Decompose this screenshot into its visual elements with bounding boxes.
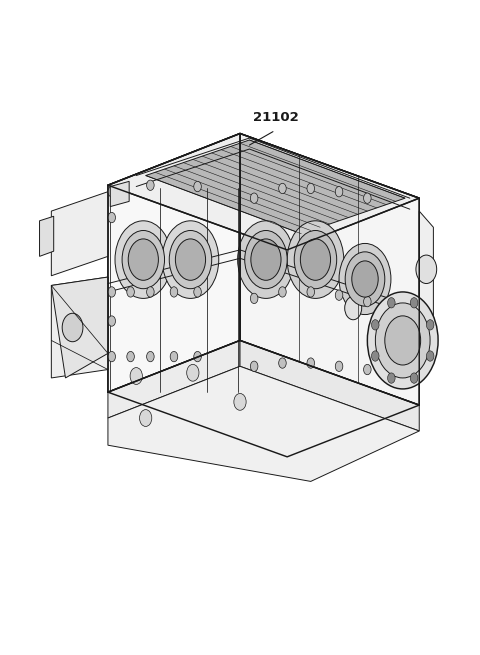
Circle shape bbox=[62, 313, 83, 342]
Circle shape bbox=[238, 221, 294, 299]
Circle shape bbox=[363, 297, 371, 307]
Circle shape bbox=[294, 231, 336, 289]
Circle shape bbox=[339, 244, 391, 314]
Circle shape bbox=[279, 358, 286, 368]
Circle shape bbox=[194, 181, 201, 192]
Circle shape bbox=[387, 297, 395, 308]
Polygon shape bbox=[108, 341, 240, 418]
Circle shape bbox=[245, 231, 287, 289]
Circle shape bbox=[146, 180, 154, 191]
Circle shape bbox=[169, 231, 212, 289]
Circle shape bbox=[146, 287, 154, 297]
Circle shape bbox=[128, 239, 158, 280]
Circle shape bbox=[127, 352, 134, 362]
Polygon shape bbox=[108, 134, 240, 392]
Circle shape bbox=[410, 373, 418, 383]
Circle shape bbox=[372, 320, 379, 330]
Circle shape bbox=[385, 316, 420, 365]
Circle shape bbox=[363, 193, 371, 203]
Circle shape bbox=[426, 351, 434, 361]
Circle shape bbox=[108, 352, 116, 362]
Circle shape bbox=[372, 351, 379, 361]
Circle shape bbox=[108, 212, 116, 223]
Circle shape bbox=[108, 316, 116, 326]
Circle shape bbox=[287, 221, 344, 299]
Text: 21102: 21102 bbox=[252, 111, 298, 124]
Polygon shape bbox=[51, 277, 108, 378]
Circle shape bbox=[140, 409, 152, 426]
Circle shape bbox=[345, 252, 385, 306]
Circle shape bbox=[335, 290, 343, 301]
Circle shape bbox=[300, 239, 331, 280]
Circle shape bbox=[426, 320, 434, 330]
Circle shape bbox=[251, 293, 258, 303]
Polygon shape bbox=[110, 181, 129, 206]
Circle shape bbox=[345, 297, 362, 320]
Circle shape bbox=[335, 187, 343, 197]
Polygon shape bbox=[39, 216, 54, 256]
Polygon shape bbox=[108, 366, 419, 481]
Circle shape bbox=[234, 394, 246, 410]
Circle shape bbox=[122, 231, 165, 289]
Polygon shape bbox=[51, 192, 108, 276]
Circle shape bbox=[367, 292, 438, 389]
Polygon shape bbox=[240, 341, 419, 431]
Circle shape bbox=[307, 358, 314, 368]
Polygon shape bbox=[419, 211, 433, 337]
Circle shape bbox=[108, 187, 116, 197]
Circle shape bbox=[307, 183, 314, 194]
Circle shape bbox=[115, 221, 172, 299]
Circle shape bbox=[170, 287, 178, 297]
Circle shape bbox=[146, 352, 154, 362]
Polygon shape bbox=[51, 277, 108, 378]
Circle shape bbox=[352, 261, 378, 297]
Circle shape bbox=[251, 193, 258, 203]
Circle shape bbox=[251, 239, 281, 280]
Circle shape bbox=[279, 287, 286, 297]
Circle shape bbox=[170, 352, 178, 362]
Circle shape bbox=[162, 221, 219, 299]
Circle shape bbox=[307, 287, 314, 297]
Circle shape bbox=[416, 255, 437, 284]
Polygon shape bbox=[145, 140, 405, 234]
Polygon shape bbox=[108, 134, 419, 250]
Circle shape bbox=[187, 364, 199, 381]
Circle shape bbox=[194, 287, 201, 297]
Circle shape bbox=[130, 367, 143, 384]
Circle shape bbox=[251, 361, 258, 371]
Circle shape bbox=[375, 303, 430, 378]
Circle shape bbox=[108, 287, 116, 297]
Circle shape bbox=[335, 361, 343, 371]
Circle shape bbox=[194, 352, 201, 362]
Circle shape bbox=[279, 183, 286, 194]
Circle shape bbox=[175, 239, 205, 280]
Circle shape bbox=[127, 287, 134, 297]
Polygon shape bbox=[240, 134, 419, 405]
Circle shape bbox=[387, 373, 395, 383]
Circle shape bbox=[410, 297, 418, 308]
Polygon shape bbox=[108, 341, 419, 457]
Circle shape bbox=[363, 364, 371, 375]
